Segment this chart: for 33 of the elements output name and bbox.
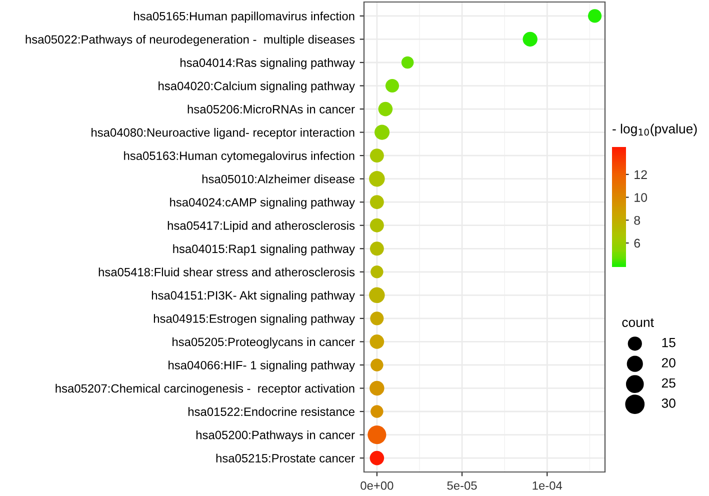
y-tick-label: hsa05206:MicroRNAs in cancer — [188, 104, 355, 114]
y-tick-label: hsa01522:Endocrine resistance — [188, 407, 354, 416]
y-tick-label: hsa04151:PI3K- Akt signaling pathway — [152, 290, 355, 302]
y-tick-label: hsa04015:Rap1 signaling pathway — [173, 244, 355, 256]
y-tick-label: hsa05207:Chemical carcinogenesis - receptor activation — [56, 384, 354, 396]
y-tick-label: hsa04066:HIF- 1 signaling pathway — [168, 360, 355, 372]
x-tick-label: 1e-04 — [532, 481, 562, 490]
color-bar-label: 6 — [634, 238, 640, 248]
x-tick-label: 5e-05 — [447, 481, 477, 490]
color-bar-label: 10 — [634, 193, 648, 202]
y-tick-label: hsa04020:Calcium signaling pathway — [158, 81, 355, 93]
y-tick-label: hsa04024:cAMP signaling pathway — [170, 198, 355, 209]
legend-label: 30 — [662, 398, 676, 408]
y-tick-label: hsa05205:Proteoglycans in cancer — [172, 337, 355, 349]
legend-label: 25 — [662, 378, 676, 388]
legend-title: count — [622, 318, 654, 328]
y-tick-label: hsa05163:Human cytomegalovirus infection — [124, 151, 354, 162]
color-bar-label: 8 — [634, 216, 640, 225]
x-tick-label: 0e+00 — [360, 481, 394, 490]
y-tick-label: hsa05010:Alzheimer disease — [202, 174, 354, 184]
y-tick-label: hsa04915:Estrogen signaling pathway — [154, 314, 355, 326]
y-tick-label: hsa05215:Prostate cancer — [216, 454, 355, 462]
color-bar-title: - log$_{10}$(pvalue) — [612, 124, 697, 136]
y-tick-label: hsa05418:Fluid shear stress and atherosclerosis — [98, 268, 355, 276]
y-tick-label: hsa05417:Lipid and atherosclerosis — [168, 221, 355, 232]
legend-label: 15 — [662, 338, 676, 348]
y-tick-label: hsa04080:Neuroactive ligand- receptor interaction — [92, 128, 354, 140]
legend-label: 20 — [662, 358, 676, 368]
y-tick-label: hsa04014:Ras signaling pathway — [180, 58, 355, 70]
color-bar-label: 12 — [634, 170, 647, 179]
y-tick-label: hsa05200:Pathways in cancer — [196, 430, 355, 442]
y-tick-label: hsa05165:Human papillomavirus infection — [134, 12, 354, 23]
y-tick-label: hsa05022:Pathways of neurodegeneration - multiple diseases — [26, 34, 355, 46]
